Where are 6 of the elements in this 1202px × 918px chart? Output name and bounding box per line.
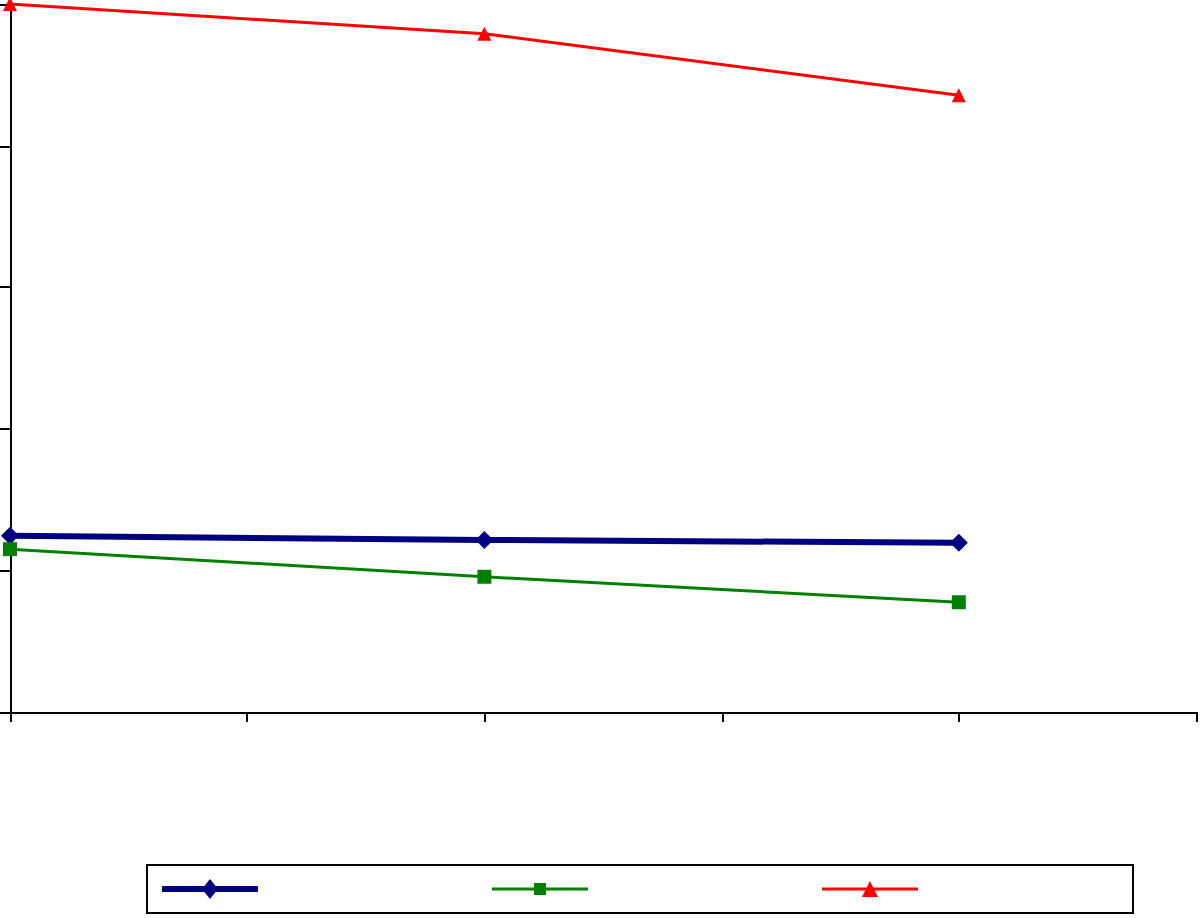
point [3, 542, 17, 557]
point [477, 26, 492, 41]
point [951, 88, 966, 103]
point [477, 569, 492, 584]
point [951, 595, 966, 610]
point [1, 526, 19, 545]
